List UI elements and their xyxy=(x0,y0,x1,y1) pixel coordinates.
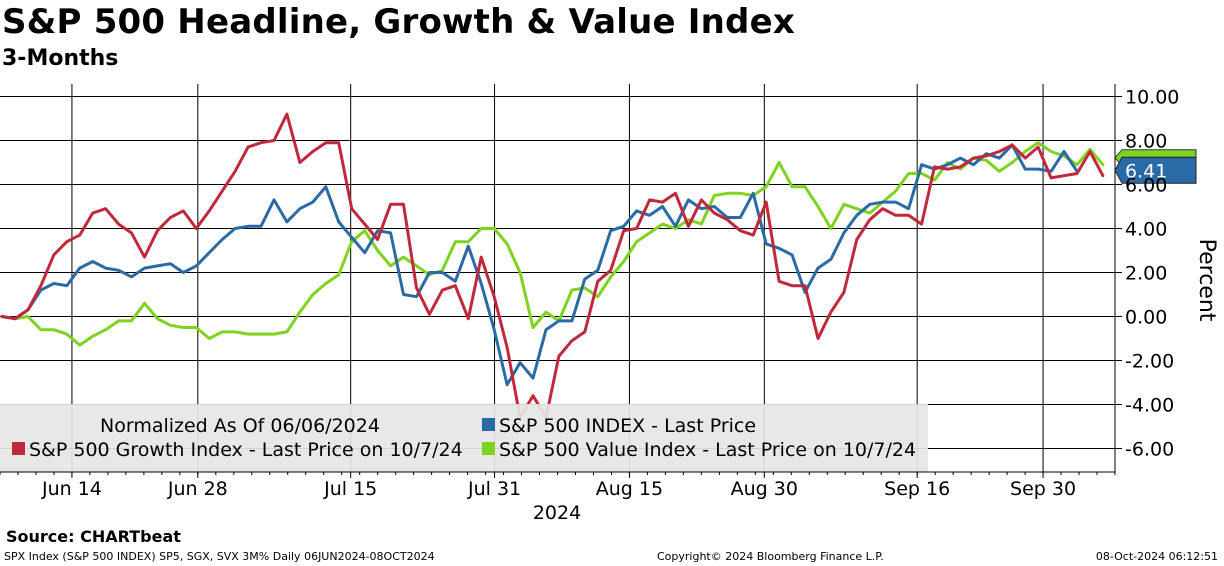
x-tick-label: Jun 14 xyxy=(41,478,102,500)
y-tick-label: 4.00 xyxy=(1125,219,1167,241)
x-tick-label: Aug 30 xyxy=(731,478,798,500)
legend-label: S&P 500 INDEX - Last Price xyxy=(499,415,756,437)
footer-ticker-info: SPX Index (S&P 500 INDEX) SP5, SGX, SVX … xyxy=(4,550,435,563)
x-axis-year-label: 2024 xyxy=(533,502,581,524)
series-lines xyxy=(0,112,1105,420)
y-tick-label: 2.00 xyxy=(1125,263,1167,285)
axes: 6.41 xyxy=(0,84,1197,478)
footer-copyright: Copyright© 2024 Bloomberg Finance L.P. xyxy=(657,550,884,563)
legend-header: Normalized As Of 06/06/2024 xyxy=(100,415,380,437)
y-tick-label: 10.00 xyxy=(1125,87,1179,109)
x-tick-label: Sep 16 xyxy=(884,478,950,500)
y-tick-label: 0.00 xyxy=(1125,307,1167,329)
x-tick-label: Aug 15 xyxy=(596,478,663,500)
tick-labels: 10.00 8.00 6.00 4.00 2.00 0.00 -2.00 -4.00 -6.00… xyxy=(41,87,1219,525)
x-tick-label: Jun 28 xyxy=(167,478,228,500)
y-tick-label: 8.00 xyxy=(1125,131,1167,153)
source-note: Source: CHARTbeat xyxy=(6,527,181,546)
series-line-0 xyxy=(0,143,1079,387)
chart-title: S&P 500 Headline, Growth & Value Index xyxy=(2,2,795,42)
x-tick-label: Sep 30 xyxy=(1010,478,1076,500)
y-tick-label: 6.00 xyxy=(1125,175,1167,197)
y-axis-title: Percent xyxy=(1194,239,1219,322)
y-tick-label: -2.00 xyxy=(1125,351,1174,373)
chart-subtitle: 3-Months xyxy=(2,46,119,71)
legend-label: S&P 500 Value Index - Last Price on 10/7… xyxy=(499,439,916,461)
footer-timestamp: 08-Oct-2024 06:12:51 xyxy=(1095,550,1218,563)
y-tick-label: -6.00 xyxy=(1125,439,1174,461)
x-tick-label: Jul 31 xyxy=(467,478,521,500)
x-tick-label: Jul 15 xyxy=(323,478,377,500)
headline-last-value: 6.41 xyxy=(1125,160,1167,182)
series-line-1 xyxy=(0,112,1105,420)
legend: Normalized As Of 06/06/2024 S&P 500 INDEX… xyxy=(0,404,928,472)
legend-label: S&P 500 Growth Index - Last Price on 10/… xyxy=(29,439,463,461)
series-line-2 xyxy=(0,141,1105,347)
headline-last-tag xyxy=(1114,156,1197,184)
legend-swatch xyxy=(482,418,495,431)
legend-box xyxy=(0,404,928,472)
legend-swatch xyxy=(12,442,25,455)
y-tick-label: -4.00 xyxy=(1125,395,1174,417)
legend-swatch xyxy=(482,442,495,455)
